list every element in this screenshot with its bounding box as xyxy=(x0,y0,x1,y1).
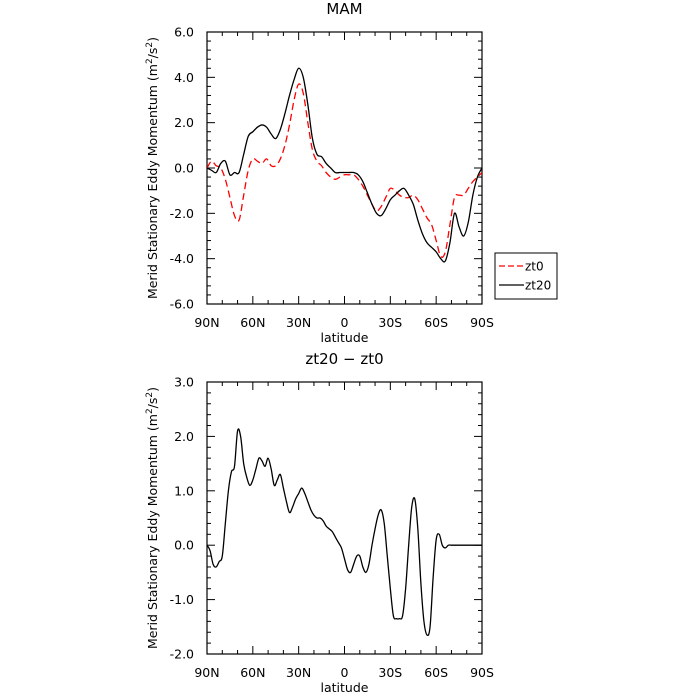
y-tick-label: 4.0 xyxy=(174,70,194,85)
legend-label-zt0: zt0 xyxy=(525,260,544,274)
x-tick-label: 30S xyxy=(378,665,402,680)
y-tick-label: -4.0 xyxy=(170,251,194,266)
plot-frame xyxy=(206,381,483,655)
y-axis-label: Merid Stationary Eddy Momentum (m2/s2) xyxy=(145,37,160,299)
y-tick-label: 3.0 xyxy=(174,375,194,390)
series-line-series-1 xyxy=(207,428,482,637)
x-tick-label: 0 xyxy=(341,665,349,680)
y-tick-label: -6.0 xyxy=(170,297,194,312)
chart-title: MAM xyxy=(326,0,362,18)
plot-frame xyxy=(206,31,483,305)
chart-panel-2: zt20 − zt0 90N 60N 30N 0 30S 60S 90S -2.0 -1.0 0.0… xyxy=(145,350,494,695)
y-tick-label: -1.0 xyxy=(170,592,194,607)
y-tick-label: 1.0 xyxy=(174,483,194,498)
x-tick-label: 90S xyxy=(470,665,494,680)
series-line-zt20 xyxy=(207,67,482,263)
x-tick-label: 30N xyxy=(286,315,311,330)
x-tick-label: 0 xyxy=(341,315,349,330)
y-tick-label: 0.0 xyxy=(174,538,194,553)
x-axis-label: latitude xyxy=(321,680,369,695)
x-tick-label: 30N xyxy=(286,665,311,680)
x-tick-label: 60S xyxy=(424,665,448,680)
y-tick-label: -2.0 xyxy=(170,647,194,662)
y-tick-label: -2.0 xyxy=(170,206,194,221)
series-line-zt0 xyxy=(207,83,482,258)
y-tick-label: 6.0 xyxy=(174,25,194,40)
legend: zt0 zt20 xyxy=(494,252,558,300)
x-tick-label: 60N xyxy=(240,665,265,680)
x-tick-label: 30S xyxy=(378,315,402,330)
x-tick-label: 90S xyxy=(470,315,494,330)
x-tick-label: 90N xyxy=(194,315,219,330)
x-axis-label: latitude xyxy=(321,330,369,345)
legend-label-zt20: zt20 xyxy=(525,279,551,293)
y-tick-label: 2.0 xyxy=(174,115,194,130)
x-tick-label: 60N xyxy=(240,315,265,330)
x-tick-label: 90N xyxy=(194,665,219,680)
y-axis-label: Merid Stationary Eddy Momentum (m2/s2) xyxy=(145,387,160,649)
chart-panel-1: MAM 90N 60N 30N 0 30S 60S 90S -6.0 -4.0 -2.0 0.0 2.0… xyxy=(145,0,558,345)
y-tick-label: 2.0 xyxy=(174,429,194,444)
x-tick-label: 60S xyxy=(424,315,448,330)
legend-box xyxy=(494,252,558,300)
y-tick-label: 0.0 xyxy=(174,161,194,176)
chart-title: zt20 − zt0 xyxy=(305,350,383,368)
